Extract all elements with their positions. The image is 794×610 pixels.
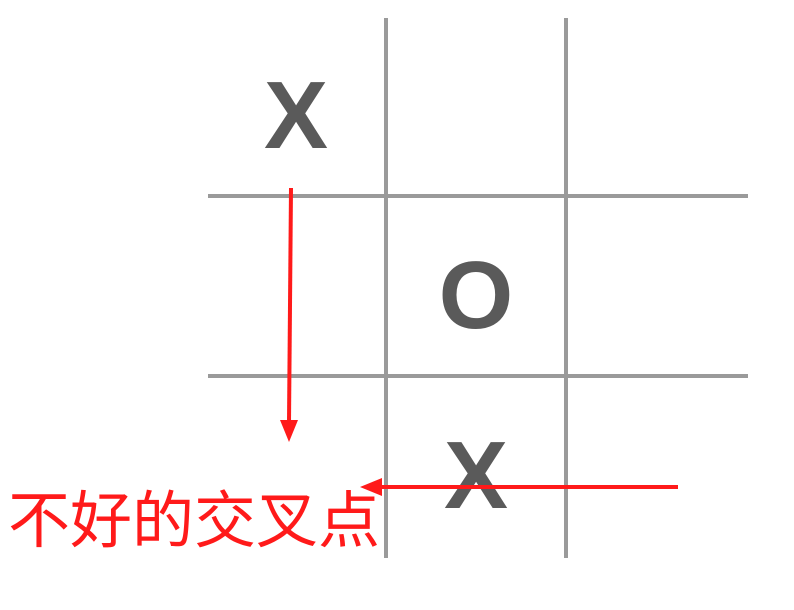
cell-r1-c0[interactable] (206, 206, 386, 386)
cell-r2-c1[interactable]: X (443, 422, 509, 529)
cell-r0-c2[interactable] (566, 26, 746, 206)
annotation-caption: 不好的交叉点 (8, 484, 381, 557)
cell-r1-c1[interactable]: O (438, 242, 514, 349)
cell-r0-c0[interactable]: X (263, 62, 329, 169)
cell-r2-c2[interactable] (566, 386, 746, 566)
cell-r1-c2[interactable] (566, 206, 746, 386)
cell-r0-c1[interactable] (386, 26, 566, 206)
